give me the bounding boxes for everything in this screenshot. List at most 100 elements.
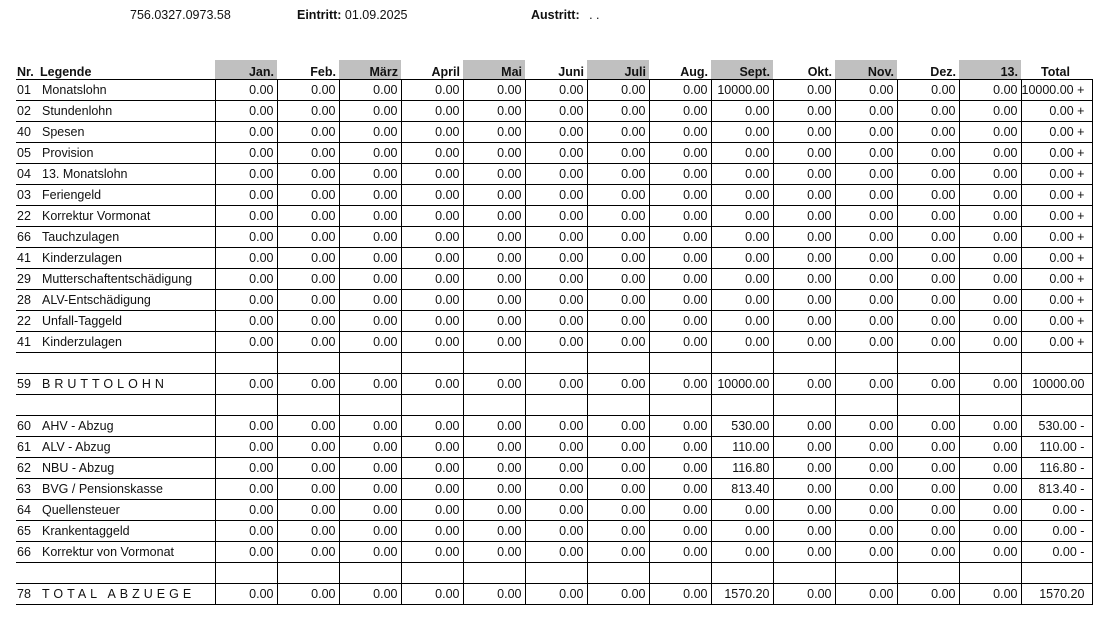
month-value: 0.00 bbox=[215, 499, 278, 521]
month-value: 0.00 bbox=[773, 142, 836, 164]
month-value: 0.00 bbox=[463, 121, 526, 143]
blank-cell bbox=[16, 394, 216, 416]
month-value: 0.00 bbox=[401, 436, 464, 458]
row-legend: TOTAL ABZUEGE bbox=[40, 583, 216, 605]
month-value: 0.00 bbox=[277, 457, 340, 479]
month-value: 0.00 bbox=[897, 163, 960, 185]
blank-cell bbox=[401, 562, 464, 584]
table-row: 64 Quellensteuer 0.00 0.00 0.00 0.00 0.00 0.00 0… bbox=[16, 499, 1094, 521]
month-value: 0.00 bbox=[649, 541, 712, 563]
month-value: 0.00 bbox=[711, 247, 774, 269]
blank-cell bbox=[1021, 562, 1094, 584]
blank-cell bbox=[16, 352, 216, 374]
month-value: 0.00 bbox=[525, 583, 588, 605]
month-value: 0.00 bbox=[649, 331, 712, 353]
month-value: 0.00 bbox=[959, 331, 1022, 353]
month-value: 0.00 bbox=[215, 373, 278, 395]
blank-cell bbox=[339, 562, 402, 584]
month-value: 530.00 bbox=[711, 415, 774, 437]
blank-row bbox=[16, 352, 1094, 374]
ahv-number: 756.0327.0973.58 bbox=[130, 8, 231, 22]
month-value: 0.00 bbox=[959, 415, 1022, 437]
col-header-month: April bbox=[401, 60, 463, 80]
table-row: 03 Feriengeld 0.00 0.00 0.00 0.00 0.00 0.00 0.00… bbox=[16, 184, 1094, 206]
blank-cell bbox=[463, 352, 526, 374]
row-total: 0.00 + bbox=[1021, 268, 1094, 290]
month-value: 0.00 bbox=[959, 142, 1022, 164]
month-value: 0.00 bbox=[215, 415, 278, 437]
month-value: 0.00 bbox=[215, 289, 278, 311]
salary-table: Nr. Legende Jan. Feb. März April Mai Juni Juli… bbox=[16, 60, 1094, 605]
month-value: 0.00 bbox=[959, 310, 1022, 332]
row-number: 04 bbox=[16, 163, 40, 185]
row-total: 0.00 + bbox=[1021, 184, 1094, 206]
blank-cell bbox=[525, 352, 588, 374]
table-row: 05 Provision 0.00 0.00 0.00 0.00 0.00 0.00 0.00 0… bbox=[16, 142, 1094, 164]
month-value: 0.00 bbox=[835, 163, 898, 185]
row-total: 0.00 - bbox=[1021, 541, 1094, 563]
month-value: 0.00 bbox=[959, 100, 1022, 122]
month-value: 0.00 bbox=[649, 163, 712, 185]
month-value: 0.00 bbox=[773, 499, 836, 521]
blank-cell bbox=[1021, 352, 1094, 374]
month-value: 0.00 bbox=[711, 205, 774, 227]
blank-row bbox=[16, 394, 1094, 416]
col-header-month: Juli bbox=[587, 60, 649, 80]
month-value: 0.00 bbox=[463, 478, 526, 500]
month-value: 0.00 bbox=[277, 142, 340, 164]
month-value: 0.00 bbox=[773, 163, 836, 185]
blank-cell bbox=[587, 562, 650, 584]
month-value: 0.00 bbox=[711, 184, 774, 206]
month-value: 0.00 bbox=[835, 205, 898, 227]
month-value: 0.00 bbox=[897, 520, 960, 542]
month-value: 0.00 bbox=[587, 289, 650, 311]
month-value: 0.00 bbox=[649, 373, 712, 395]
row-number: 28 bbox=[16, 289, 40, 311]
row-legend: AHV - Abzug bbox=[40, 415, 216, 437]
col-header-month: Jan. bbox=[215, 60, 277, 80]
row-legend: Kinderzulagen bbox=[40, 331, 216, 353]
month-value: 0.00 bbox=[835, 331, 898, 353]
row-legend: Krankentaggeld bbox=[40, 520, 216, 542]
month-value: 0.00 bbox=[215, 541, 278, 563]
month-value: 0.00 bbox=[959, 205, 1022, 227]
month-value: 0.00 bbox=[959, 457, 1022, 479]
row-legend: ALV - Abzug bbox=[40, 436, 216, 458]
month-value: 0.00 bbox=[835, 310, 898, 332]
month-value: 0.00 bbox=[959, 247, 1022, 269]
eintritt: Eintritt: 01.09.2025 bbox=[297, 8, 407, 22]
month-value: 0.00 bbox=[773, 184, 836, 206]
month-value: 0.00 bbox=[401, 100, 464, 122]
table-row: 28 ALV-Entschädigung 0.00 0.00 0.00 0.00 0.00 0… bbox=[16, 289, 1094, 311]
month-value: 0.00 bbox=[959, 583, 1022, 605]
month-value: 0.00 bbox=[401, 520, 464, 542]
month-value: 0.00 bbox=[277, 583, 340, 605]
month-value: 0.00 bbox=[463, 79, 526, 101]
month-value: 0.00 bbox=[401, 310, 464, 332]
month-value: 813.40 bbox=[711, 478, 774, 500]
month-value: 0.00 bbox=[525, 79, 588, 101]
month-value: 0.00 bbox=[773, 520, 836, 542]
month-value: 0.00 bbox=[339, 499, 402, 521]
month-value: 0.00 bbox=[339, 310, 402, 332]
row-number: 01 bbox=[16, 79, 40, 101]
row-total: 530.00 - bbox=[1021, 415, 1094, 437]
month-value: 0.00 bbox=[959, 289, 1022, 311]
month-value: 0.00 bbox=[463, 100, 526, 122]
month-value: 0.00 bbox=[773, 268, 836, 290]
month-value: 0.00 bbox=[835, 268, 898, 290]
month-value: 0.00 bbox=[959, 541, 1022, 563]
row-number: 65 bbox=[16, 520, 40, 542]
blank-cell bbox=[835, 394, 898, 416]
month-value: 0.00 bbox=[959, 226, 1022, 248]
table-row: 63 BVG / Pensionskasse 0.00 0.00 0.00 0.00 0.0… bbox=[16, 478, 1094, 500]
month-value: 0.00 bbox=[835, 457, 898, 479]
month-value: 0.00 bbox=[401, 415, 464, 437]
month-value: 0.00 bbox=[897, 457, 960, 479]
month-value: 0.00 bbox=[463, 289, 526, 311]
col-header-month: Aug. bbox=[649, 60, 711, 80]
month-value: 0.00 bbox=[525, 247, 588, 269]
month-value: 0.00 bbox=[897, 268, 960, 290]
month-value: 0.00 bbox=[463, 205, 526, 227]
month-value: 0.00 bbox=[959, 163, 1022, 185]
